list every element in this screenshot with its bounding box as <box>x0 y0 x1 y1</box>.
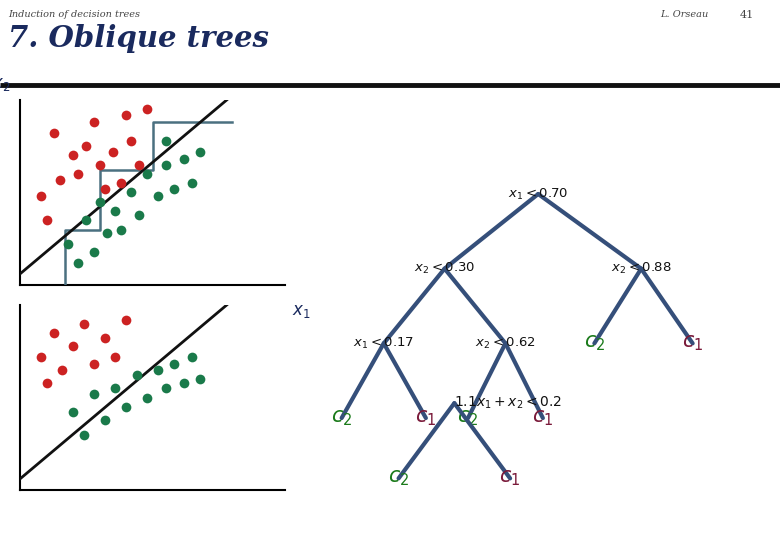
Text: $c_1$: $c_1$ <box>415 408 437 428</box>
Text: $x_1 < 0.17$: $x_1 < 0.17$ <box>353 336 414 351</box>
Text: 7. Oblique trees: 7. Oblique trees <box>8 24 269 53</box>
Text: $c_2$: $c_2$ <box>583 333 605 353</box>
Text: $c_2$: $c_2$ <box>331 408 353 428</box>
Text: $x_1$: $x_1$ <box>292 303 310 321</box>
Text: $x_1 < 0.70$: $x_1 < 0.70$ <box>508 186 569 201</box>
Text: Induction of decision trees: Induction of decision trees <box>8 10 140 19</box>
Text: $c_2$: $c_2$ <box>388 468 410 488</box>
Text: $x_2 < 0.30$: $x_2 < 0.30$ <box>414 261 475 276</box>
Text: 41: 41 <box>740 10 754 20</box>
Text: $x_2 < 0.88$: $x_2 < 0.88$ <box>611 261 672 276</box>
Text: $c_1$: $c_1$ <box>532 408 554 428</box>
Text: $c_1$: $c_1$ <box>499 468 521 488</box>
Text: $c_1$: $c_1$ <box>682 333 704 353</box>
Text: $1.1x_1 + x_2 < 0.2$: $1.1x_1 + x_2 < 0.2$ <box>454 395 562 411</box>
Text: $c_2$: $c_2$ <box>457 408 479 428</box>
Text: $x_2$: $x_2$ <box>0 76 11 92</box>
Text: L. Orseau: L. Orseau <box>660 10 708 19</box>
Text: $x_2 < 0.62$: $x_2 < 0.62$ <box>475 336 536 351</box>
